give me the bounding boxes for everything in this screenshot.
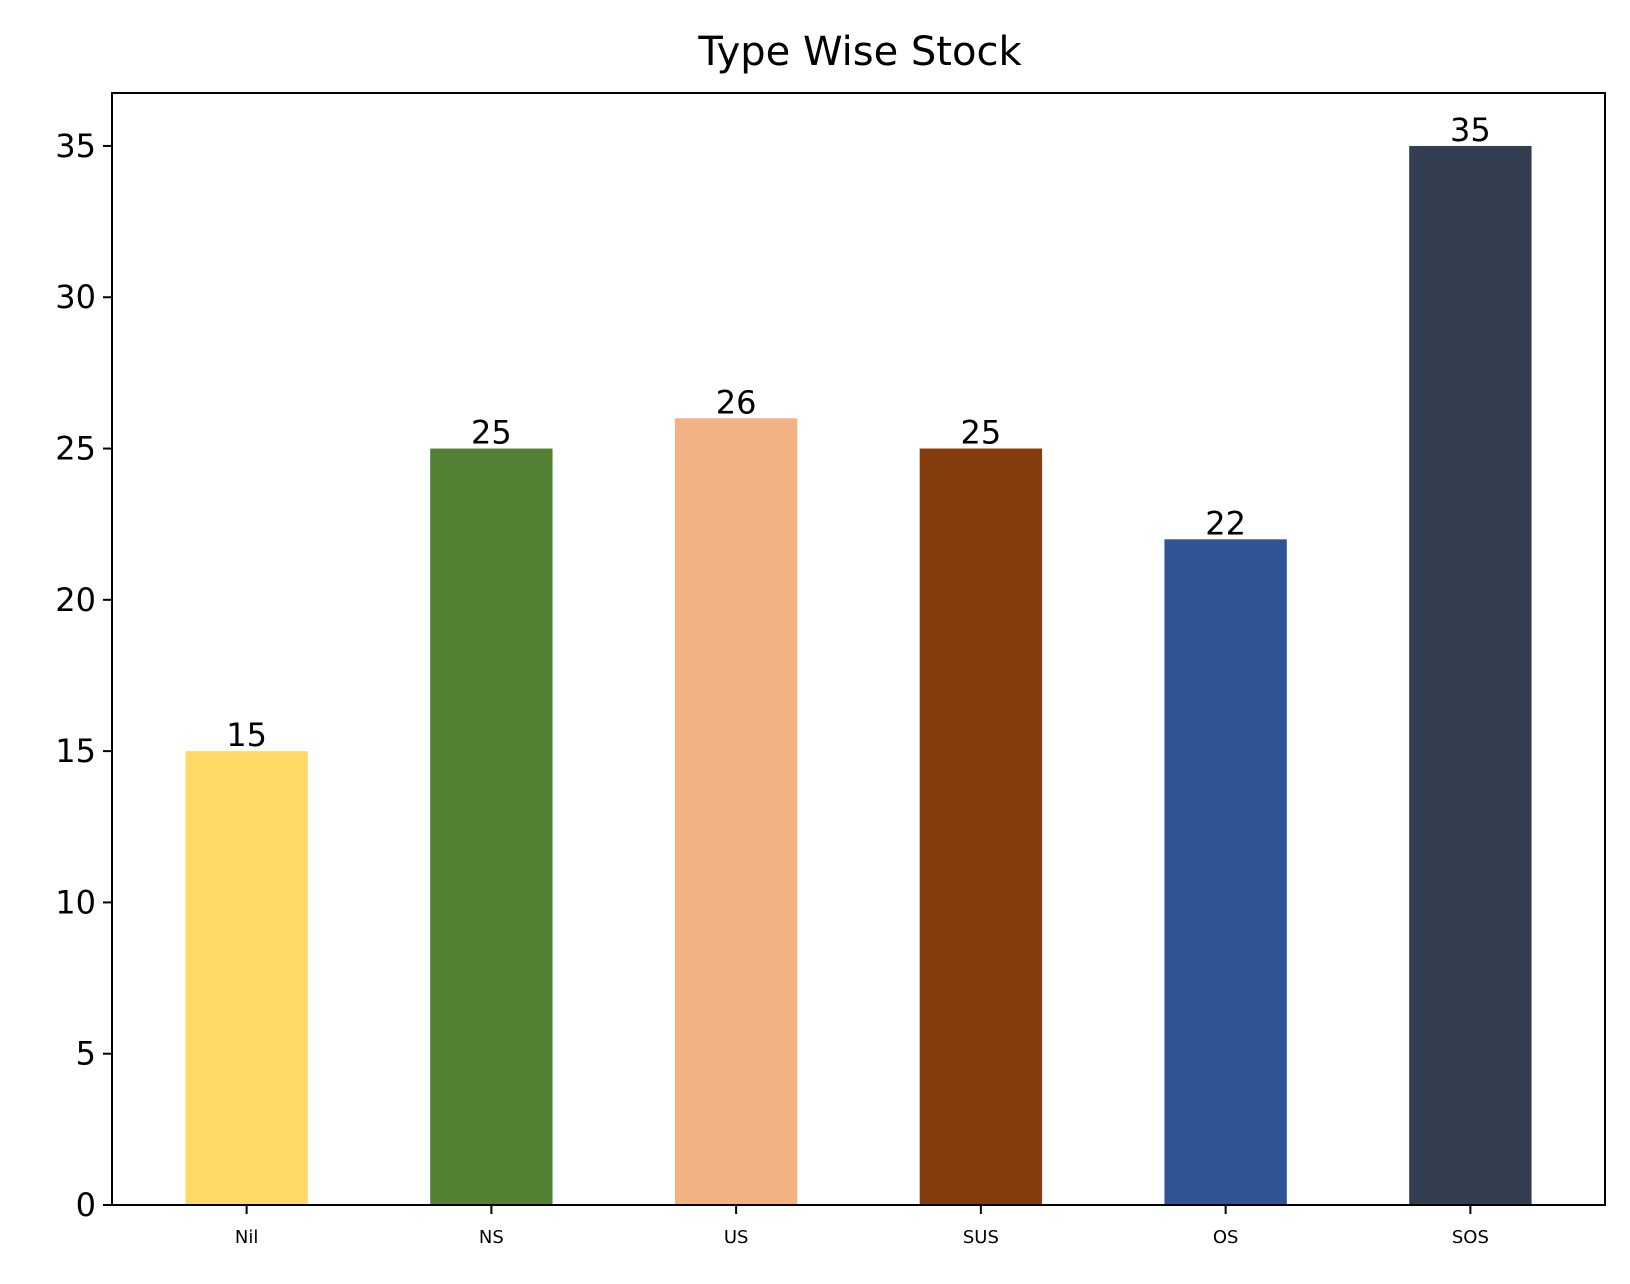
x-tick-label: Nil (235, 1227, 258, 1248)
y-tick-label: 5 (76, 1035, 96, 1073)
bars-group (185, 145, 1532, 1205)
y-tick-label: 20 (55, 581, 96, 619)
bar-sos (1409, 145, 1532, 1205)
data-label-us: 26 (716, 383, 757, 421)
y-axis: 0 5 10 15 20 25 30 35 (55, 127, 112, 1224)
plot-frame (111, 92, 1606, 1206)
bar-ns (430, 448, 553, 1205)
data-label-sus: 25 (961, 414, 1002, 452)
y-tick-label: 35 (55, 127, 96, 165)
y-tick-label: 30 (55, 278, 96, 316)
x-tick-label: SUS (963, 1227, 999, 1248)
x-tick-label: US (724, 1227, 749, 1248)
y-tick-label: 25 (55, 430, 96, 468)
y-tick-label: 10 (55, 883, 96, 921)
bar-us (674, 418, 798, 1205)
bar-sus (919, 448, 1043, 1205)
data-labels-group: 15 25 26 25 22 35 (226, 111, 1490, 754)
chart-title: Type Wise Stock (697, 29, 1022, 75)
x-tick-label: SOS (1452, 1227, 1489, 1248)
data-label-sos: 35 (1450, 111, 1491, 149)
data-label-ns: 25 (471, 414, 512, 452)
data-label-os: 22 (1205, 504, 1246, 542)
y-tick-label: 15 (55, 732, 96, 770)
x-tick-label: OS (1213, 1227, 1239, 1248)
x-axis: Nil NS US SUS OS SOS (235, 1205, 1489, 1248)
bar-os (1164, 539, 1287, 1205)
data-label-nil: 15 (226, 716, 267, 754)
x-tick-label: NS (479, 1227, 504, 1248)
y-tick-label: 0 (76, 1186, 96, 1224)
bar-nil (185, 751, 308, 1205)
